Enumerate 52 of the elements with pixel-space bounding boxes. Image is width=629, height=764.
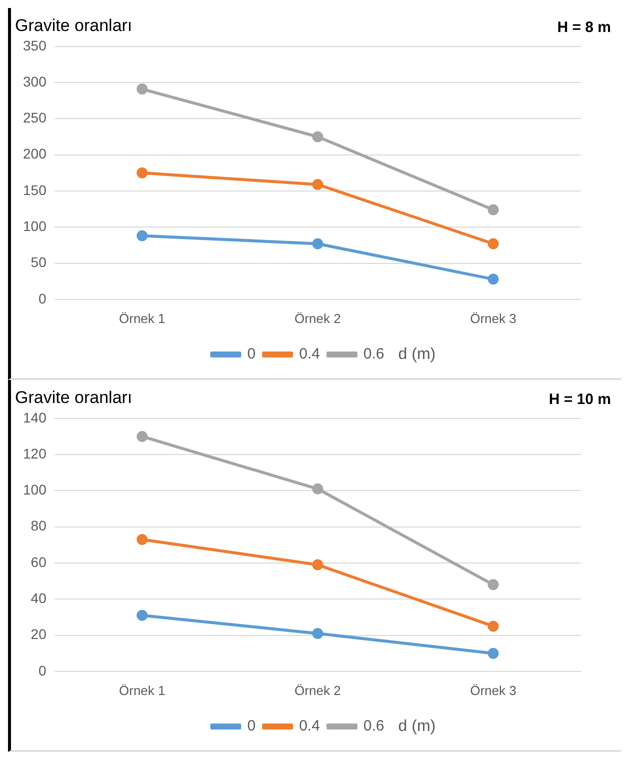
- point: [312, 483, 324, 494]
- y-tick-label: 40: [30, 590, 47, 606]
- y-tick-label: 140: [23, 409, 47, 426]
- y-tick-label: 20: [30, 626, 47, 642]
- text: H = 10 m: [548, 391, 611, 408]
- point: [312, 178, 324, 190]
- point: [136, 84, 148, 95]
- point: [136, 430, 148, 442]
- x-tick-label: Örnek 1: [119, 310, 166, 326]
- chart-title: Gravite oranları: [15, 16, 132, 35]
- x-tick-label: Örnek 3: [470, 310, 516, 326]
- y-tick-label: 100: [23, 218, 47, 234]
- x-tick-label: Örnek 3: [470, 682, 516, 698]
- point: [312, 238, 324, 250]
- legend-label: 0.6: [363, 718, 384, 735]
- legend-label: 0.4: [299, 346, 320, 363]
- y-tick-label: 100: [23, 482, 47, 498]
- y-tick-label: 0: [38, 290, 47, 306]
- point: [312, 131, 324, 142]
- x-tick-label: Örnek 2: [294, 682, 341, 698]
- y-tick-label: 80: [30, 518, 47, 534]
- chart-title: Gravite oranları: [15, 388, 132, 407]
- y-tick-label: 350: [23, 37, 47, 54]
- point: [488, 238, 499, 250]
- legend-label: 0.6: [363, 346, 384, 363]
- x-tick-label: Örnek 1: [119, 682, 166, 698]
- y-tick-label: 0: [38, 662, 47, 678]
- y-tick-label: 150: [23, 182, 47, 198]
- legend-title: d (m): [398, 718, 436, 735]
- y-tick-label: 250: [23, 110, 47, 126]
- y-tick-label: 200: [23, 146, 47, 162]
- legend-label: 0: [247, 718, 256, 735]
- point: [488, 274, 499, 285]
- point: [312, 628, 324, 639]
- point: [136, 167, 148, 178]
- y-tick-label: 60: [30, 554, 47, 570]
- point: [312, 559, 324, 570]
- point: [488, 620, 499, 632]
- legend-label: 0.4: [299, 718, 320, 735]
- y-tick-label: 300: [23, 73, 47, 90]
- y-tick-label: 50: [30, 254, 47, 270]
- point: [488, 648, 499, 659]
- point: [488, 579, 499, 590]
- point: [136, 534, 148, 545]
- x-tick-label: Örnek 2: [294, 310, 341, 326]
- legend-label: 0: [247, 346, 256, 363]
- text: H = 8 m: [557, 19, 611, 36]
- y-tick-label: 120: [23, 445, 47, 462]
- legend-title: d (m): [398, 346, 436, 363]
- point: [136, 610, 148, 621]
- point: [488, 204, 499, 216]
- point: [136, 230, 148, 242]
